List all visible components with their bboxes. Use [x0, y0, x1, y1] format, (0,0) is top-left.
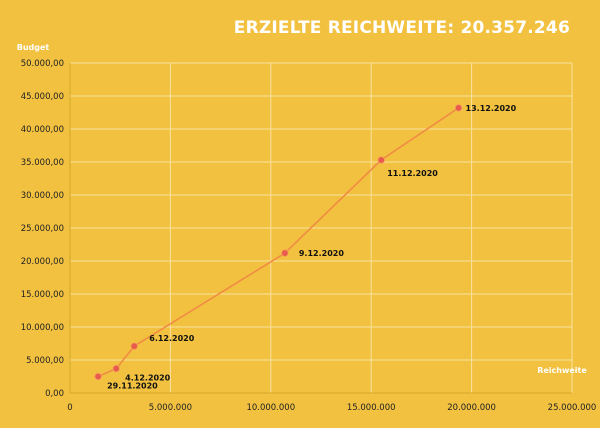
- data-point-label: 13.12.2020: [466, 104, 517, 113]
- data-point-label: 29.11.2020: [107, 382, 158, 391]
- x-axis-title: Reichweite: [537, 366, 587, 375]
- y-tick-label: 10.000,00: [21, 323, 64, 333]
- data-point: [454, 104, 463, 112]
- x-tick-label: 0: [67, 403, 72, 413]
- y-tick-label: 45.000,00: [21, 92, 64, 102]
- series: [94, 104, 463, 381]
- y-tick-label: 0,00: [45, 389, 64, 399]
- y-tick-label: 15.000,00: [21, 290, 64, 300]
- data-point-label: 6.12.2020: [149, 334, 194, 343]
- y-tick-label: 40.000,00: [21, 125, 64, 135]
- gridlines: [70, 62, 573, 393]
- data-point-label: 4.12.2020: [125, 374, 170, 383]
- y-tick-label: 25.000,00: [21, 224, 64, 234]
- y-tick-label: 50.000,00: [21, 59, 64, 69]
- y-tick-label: 5.000,00: [26, 356, 64, 366]
- y-tick-label: 35.000,00: [21, 158, 64, 168]
- data-point-label: 9.12.2020: [299, 249, 344, 258]
- x-axis-ticks: 0 5.000.000 10.000.000 15.000.000 20.000.000…: [67, 403, 596, 413]
- y-tick-label: 30.000,00: [21, 191, 64, 201]
- axes: [69, 63, 572, 394]
- chart-title: ERZIELTE REICHWEITE: 20.357.246: [233, 18, 570, 38]
- y-axis-ticks: 0,00 5.000,00 10.000,00 15.000,00 20.000,00 2…: [21, 59, 64, 399]
- data-point-label: 11.12.2020: [387, 169, 438, 178]
- x-tick-label: 10.000.000: [246, 403, 295, 413]
- data-point: [130, 342, 138, 350]
- data-point: [377, 156, 385, 164]
- x-tick-label: 20.000.000: [447, 403, 496, 413]
- x-tick-label: 5.000.000: [149, 403, 192, 413]
- data-point: [94, 372, 102, 381]
- x-tick-label: 15.000.000: [347, 403, 396, 413]
- x-tick-label: 25.000.000: [548, 403, 597, 413]
- data-point: [112, 364, 120, 373]
- y-axis-title: Budget: [17, 43, 50, 52]
- data-point: [281, 249, 289, 257]
- y-tick-label: 20.000,00: [21, 257, 64, 267]
